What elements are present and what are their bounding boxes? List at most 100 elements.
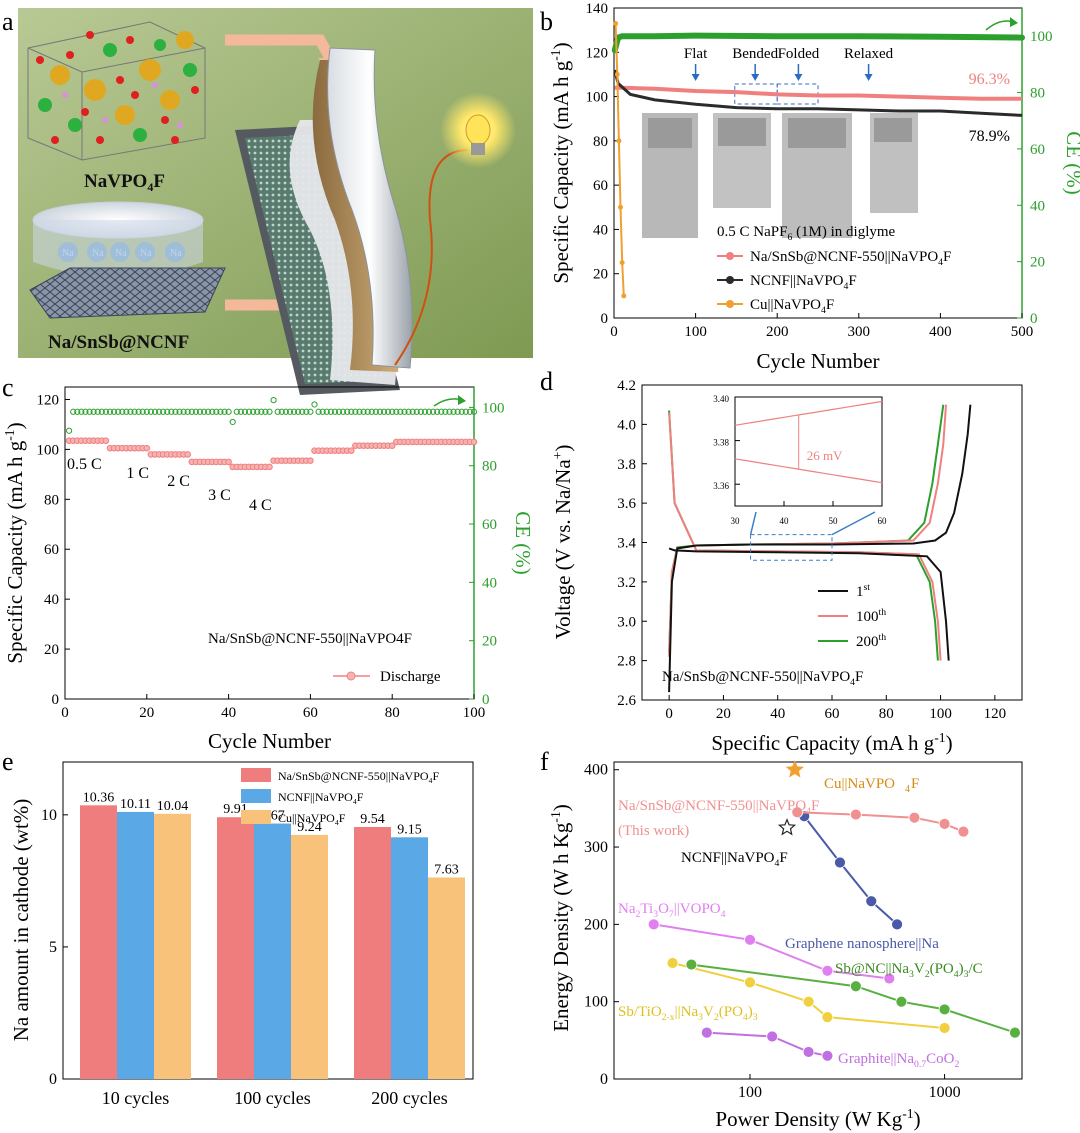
ce-point <box>466 408 474 415</box>
data-point <box>685 958 698 971</box>
y2-tick-label: 60 <box>1030 142 1045 158</box>
data-point <box>834 856 846 869</box>
bar-value-label: 10.36 <box>83 790 115 805</box>
ce-point <box>70 408 77 415</box>
discharge-point <box>348 447 355 454</box>
y2-tick-label: 80 <box>1030 86 1045 102</box>
x-axis-label: Power Density (W Kg-1) <box>715 1106 920 1131</box>
discharge-curve-1st <box>668 547 950 661</box>
panel-d-voltage-chart: 0 20 40 60 80 100 120 2.6 2.8 3.0 3.2 3.4 3.6 3.8 4.0 4… <box>550 378 1023 755</box>
inset-discharge-curve <box>734 458 883 484</box>
data-point <box>821 964 834 977</box>
ce-point <box>139 408 146 415</box>
legend-swatch <box>241 810 271 824</box>
navpo4f-label: NaVPO4F <box>84 171 165 194</box>
x-tick-label: 400 <box>929 324 952 340</box>
x-tick-label: 100 <box>738 1084 762 1101</box>
y-tick-label: 400 <box>584 762 608 779</box>
ce-point <box>78 408 85 415</box>
x-tick-label: 40 <box>221 705 236 721</box>
legend-label: 200th <box>856 632 886 650</box>
ce-point <box>98 408 105 415</box>
label-this-work-2: (This work) <box>618 823 689 839</box>
ce-point <box>290 408 298 415</box>
ce-point <box>270 397 277 404</box>
category-label: 10 cycles <box>102 1088 169 1108</box>
y-tick-label: 4.0 <box>617 417 636 433</box>
rate-label: 3 C <box>208 487 231 504</box>
y2-tick-label: 60 <box>482 517 497 533</box>
panel-label-d: d <box>540 367 553 396</box>
ce-point <box>106 408 114 415</box>
nanofiber-lattice <box>29 267 226 319</box>
star-marker-cu <box>785 760 804 778</box>
ce-point <box>168 408 175 415</box>
ce-point <box>393 408 400 415</box>
ce-point <box>123 408 130 415</box>
ce-point <box>319 408 326 415</box>
y2-tick-label: 0 <box>482 692 490 708</box>
category-label: 100 cycles <box>234 1088 310 1108</box>
ce-point <box>311 401 318 408</box>
ce-point <box>434 408 441 415</box>
ce-point <box>233 408 240 415</box>
bar-value-label: 10.04 <box>157 799 189 814</box>
ce-point <box>205 408 212 415</box>
cu-point <box>621 293 627 299</box>
label-nti: Na2Ti3O7||VOPO4 <box>618 901 726 920</box>
ce-point <box>250 408 257 415</box>
inset-x-tick-label: 30 <box>731 516 741 526</box>
legend-marker <box>726 252 734 260</box>
retention-black: 78.9% <box>969 128 1010 145</box>
data-point <box>766 1030 779 1043</box>
na-snsb-label: Na/SnSb@NCNF <box>48 332 189 353</box>
series-line <box>653 923 890 980</box>
stage-label: Flat <box>684 46 708 62</box>
ce-point <box>470 408 478 415</box>
bar-value-label: 7.63 <box>434 862 459 877</box>
stage-arrowhead <box>864 74 873 81</box>
data-point <box>666 957 679 969</box>
pouch-photos <box>642 113 918 238</box>
bar-value-label: 9.15 <box>397 822 422 837</box>
panel-f-ragone-chart: 100 1000 0 100 200 300 400 Power Density (W Kg-… <box>548 760 1023 1131</box>
bar <box>217 817 254 1079</box>
ce-point <box>335 408 343 415</box>
ce-point <box>368 408 375 415</box>
y2-tick-label: 20 <box>1030 255 1045 271</box>
y-tick-label: 200 <box>584 916 608 933</box>
data-point <box>908 811 921 824</box>
ce-point <box>397 408 404 415</box>
y-tick-label: 5 <box>49 939 57 956</box>
y-tick-label: 3.0 <box>617 614 636 630</box>
bar <box>154 813 191 1079</box>
cell-label: Na/SnSb@NCNF-550||NaVPO4F <box>662 669 863 688</box>
ce-point <box>164 408 171 415</box>
y2-tick-label: 0 <box>1030 311 1038 327</box>
ce-point <box>409 408 416 415</box>
ce-series <box>611 32 1025 54</box>
y-axis-label: Na amount in cathode (wt%) <box>9 799 33 1042</box>
axis-arrow <box>985 20 1015 31</box>
star-marker-ncnf <box>777 818 797 836</box>
data-point <box>883 972 896 985</box>
data-point <box>802 1046 815 1058</box>
ce-point <box>446 408 453 415</box>
x-tick-label: 0 <box>610 324 618 340</box>
inset-y-tick-label: 3.36 <box>713 481 729 491</box>
gap-label: 26 mV <box>807 448 843 463</box>
label-cu-tail: F <box>911 776 919 792</box>
ce-point <box>237 408 244 415</box>
data-point <box>821 1049 834 1062</box>
ce-point <box>115 408 122 415</box>
ce-point <box>74 408 81 415</box>
stage-arrowhead <box>751 74 760 81</box>
series-cu <box>614 23 625 296</box>
data-point <box>938 817 951 830</box>
x-tick-label: 1000 <box>929 1084 961 1101</box>
ce-point <box>241 408 249 415</box>
inset-y-tick-label: 3.40 <box>713 394 729 404</box>
panel-a-illustration: NaVPO4F Na Na Na Na Na Na/SnSb@NCNF <box>18 8 533 395</box>
y2-tick-label: 100 <box>1030 29 1053 45</box>
flexible-pouch-cell <box>235 47 413 395</box>
